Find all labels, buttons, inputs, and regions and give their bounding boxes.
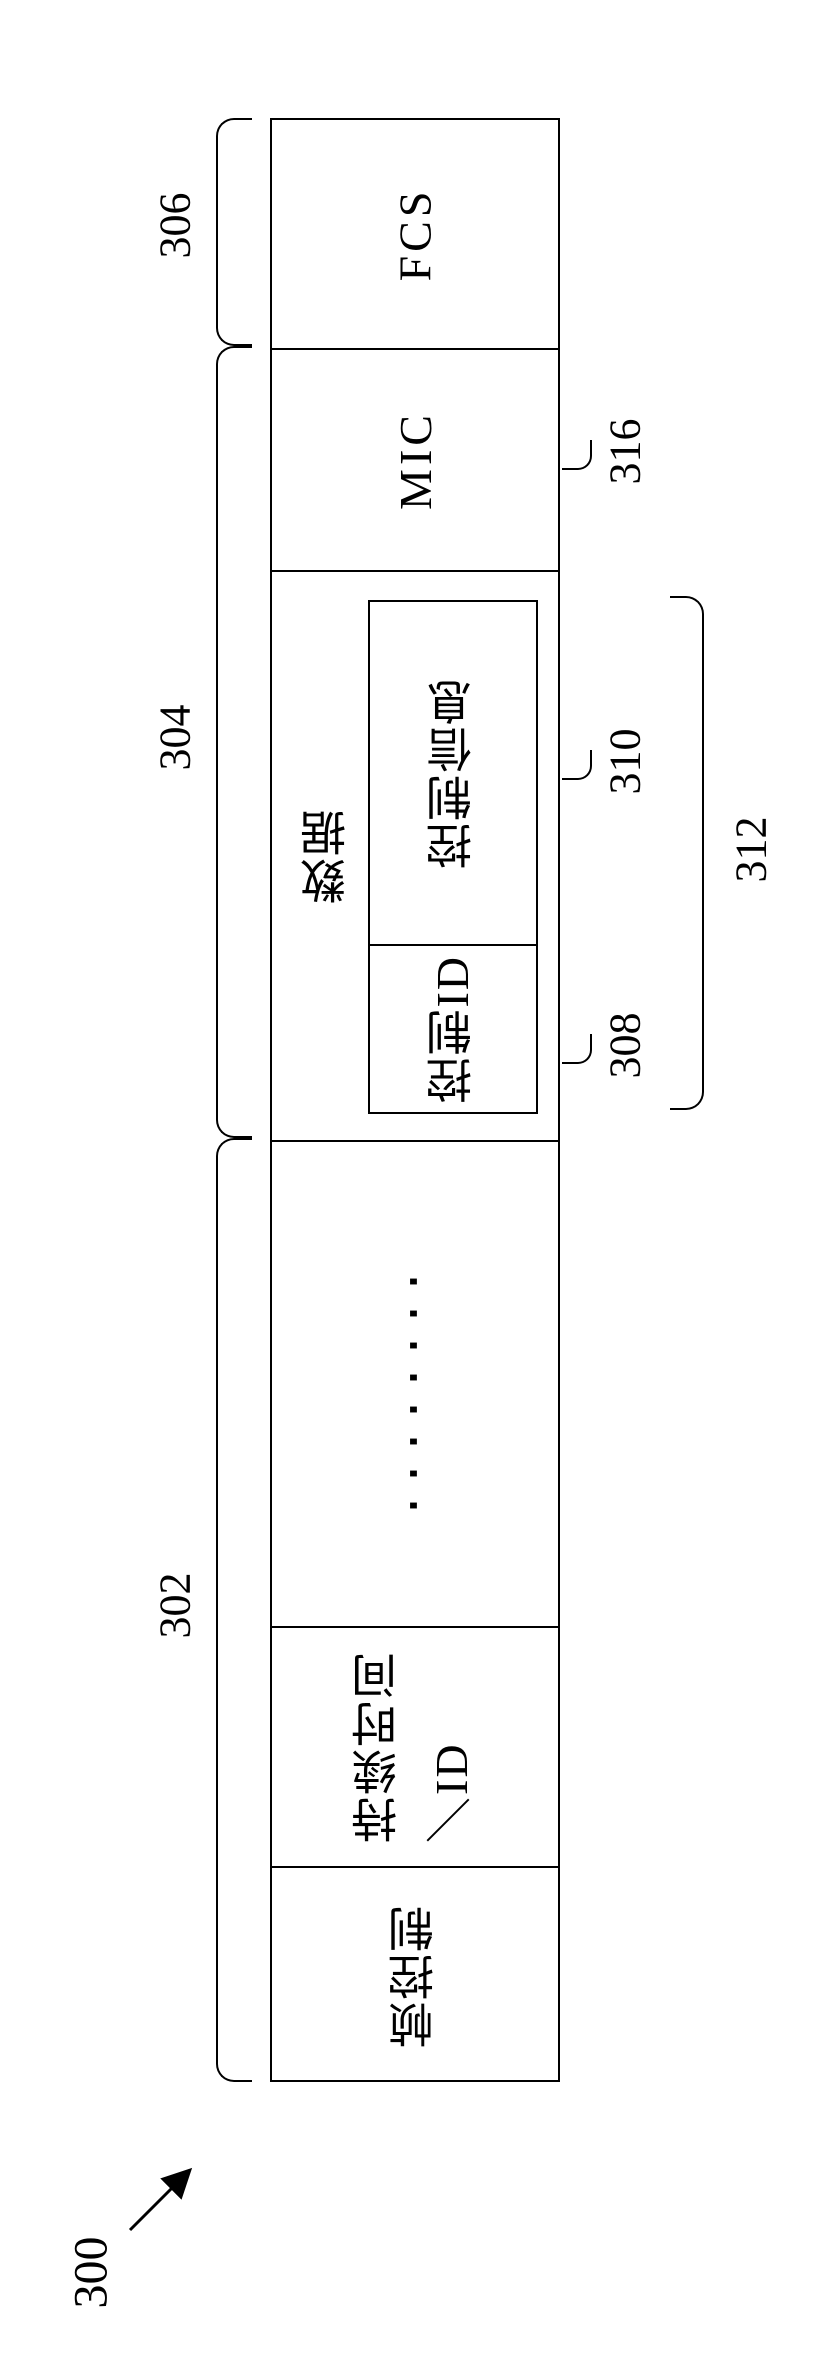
- cell-ellipsis-dots: ‧‧‧‧‧‧‧‧: [389, 1256, 440, 1512]
- leader-310: [562, 750, 592, 780]
- figure-ref-label: 300: [64, 2237, 119, 2309]
- bracket-306: [216, 118, 252, 346]
- cell-data: 数据 控制信息 控制ID: [272, 570, 558, 1140]
- cell-frame-control: 帧控制: [272, 1866, 558, 2084]
- cell-duration-line2: ／ID: [419, 1651, 485, 1843]
- bracket-304: [216, 346, 252, 1138]
- figure-ref-arrow: [120, 2150, 210, 2240]
- ref-308: 308: [600, 1013, 651, 1079]
- frame-structure: FCS MIC 数据 控制信息 控制ID ‧‧‧‧‧‧‧‧ ／ID: [270, 118, 560, 2082]
- cell-frame-control-label: 帧控制: [382, 1904, 448, 2048]
- bracket-312: [670, 596, 704, 1110]
- cell-mic: MIC: [272, 348, 558, 570]
- cell-ellipsis: ‧‧‧‧‧‧‧‧: [272, 1140, 558, 1626]
- diagram-canvas: 300 FCS MIC 数据 控制信息: [0, 0, 827, 2376]
- cell-duration-id: ／ID 持续时间: [272, 1626, 558, 1866]
- cell-fcs-label: FCS: [388, 187, 441, 281]
- bracket-304-label: 304: [150, 705, 201, 771]
- cell-control-id-label: 控制ID: [420, 955, 486, 1104]
- cell-duration-line1: 持续时间: [345, 1651, 411, 1843]
- cell-control-id: 控制ID: [368, 946, 538, 1114]
- ref-310: 310: [600, 729, 651, 795]
- cell-mic-label: MIC: [389, 411, 442, 510]
- ref-316: 316: [600, 419, 651, 485]
- ref-312: 312: [726, 817, 777, 883]
- cell-data-label: 数据: [294, 808, 360, 904]
- bracket-306-label: 306: [150, 193, 201, 259]
- cell-control-info-label: 控制信息: [420, 677, 486, 869]
- bracket-302-label: 302: [150, 1573, 201, 1639]
- cell-control-info: 控制信息: [368, 600, 538, 946]
- bracket-302: [216, 1138, 252, 2082]
- leader-316: [562, 440, 592, 470]
- cell-fcs: FCS: [272, 120, 558, 348]
- leader-308: [562, 1034, 592, 1064]
